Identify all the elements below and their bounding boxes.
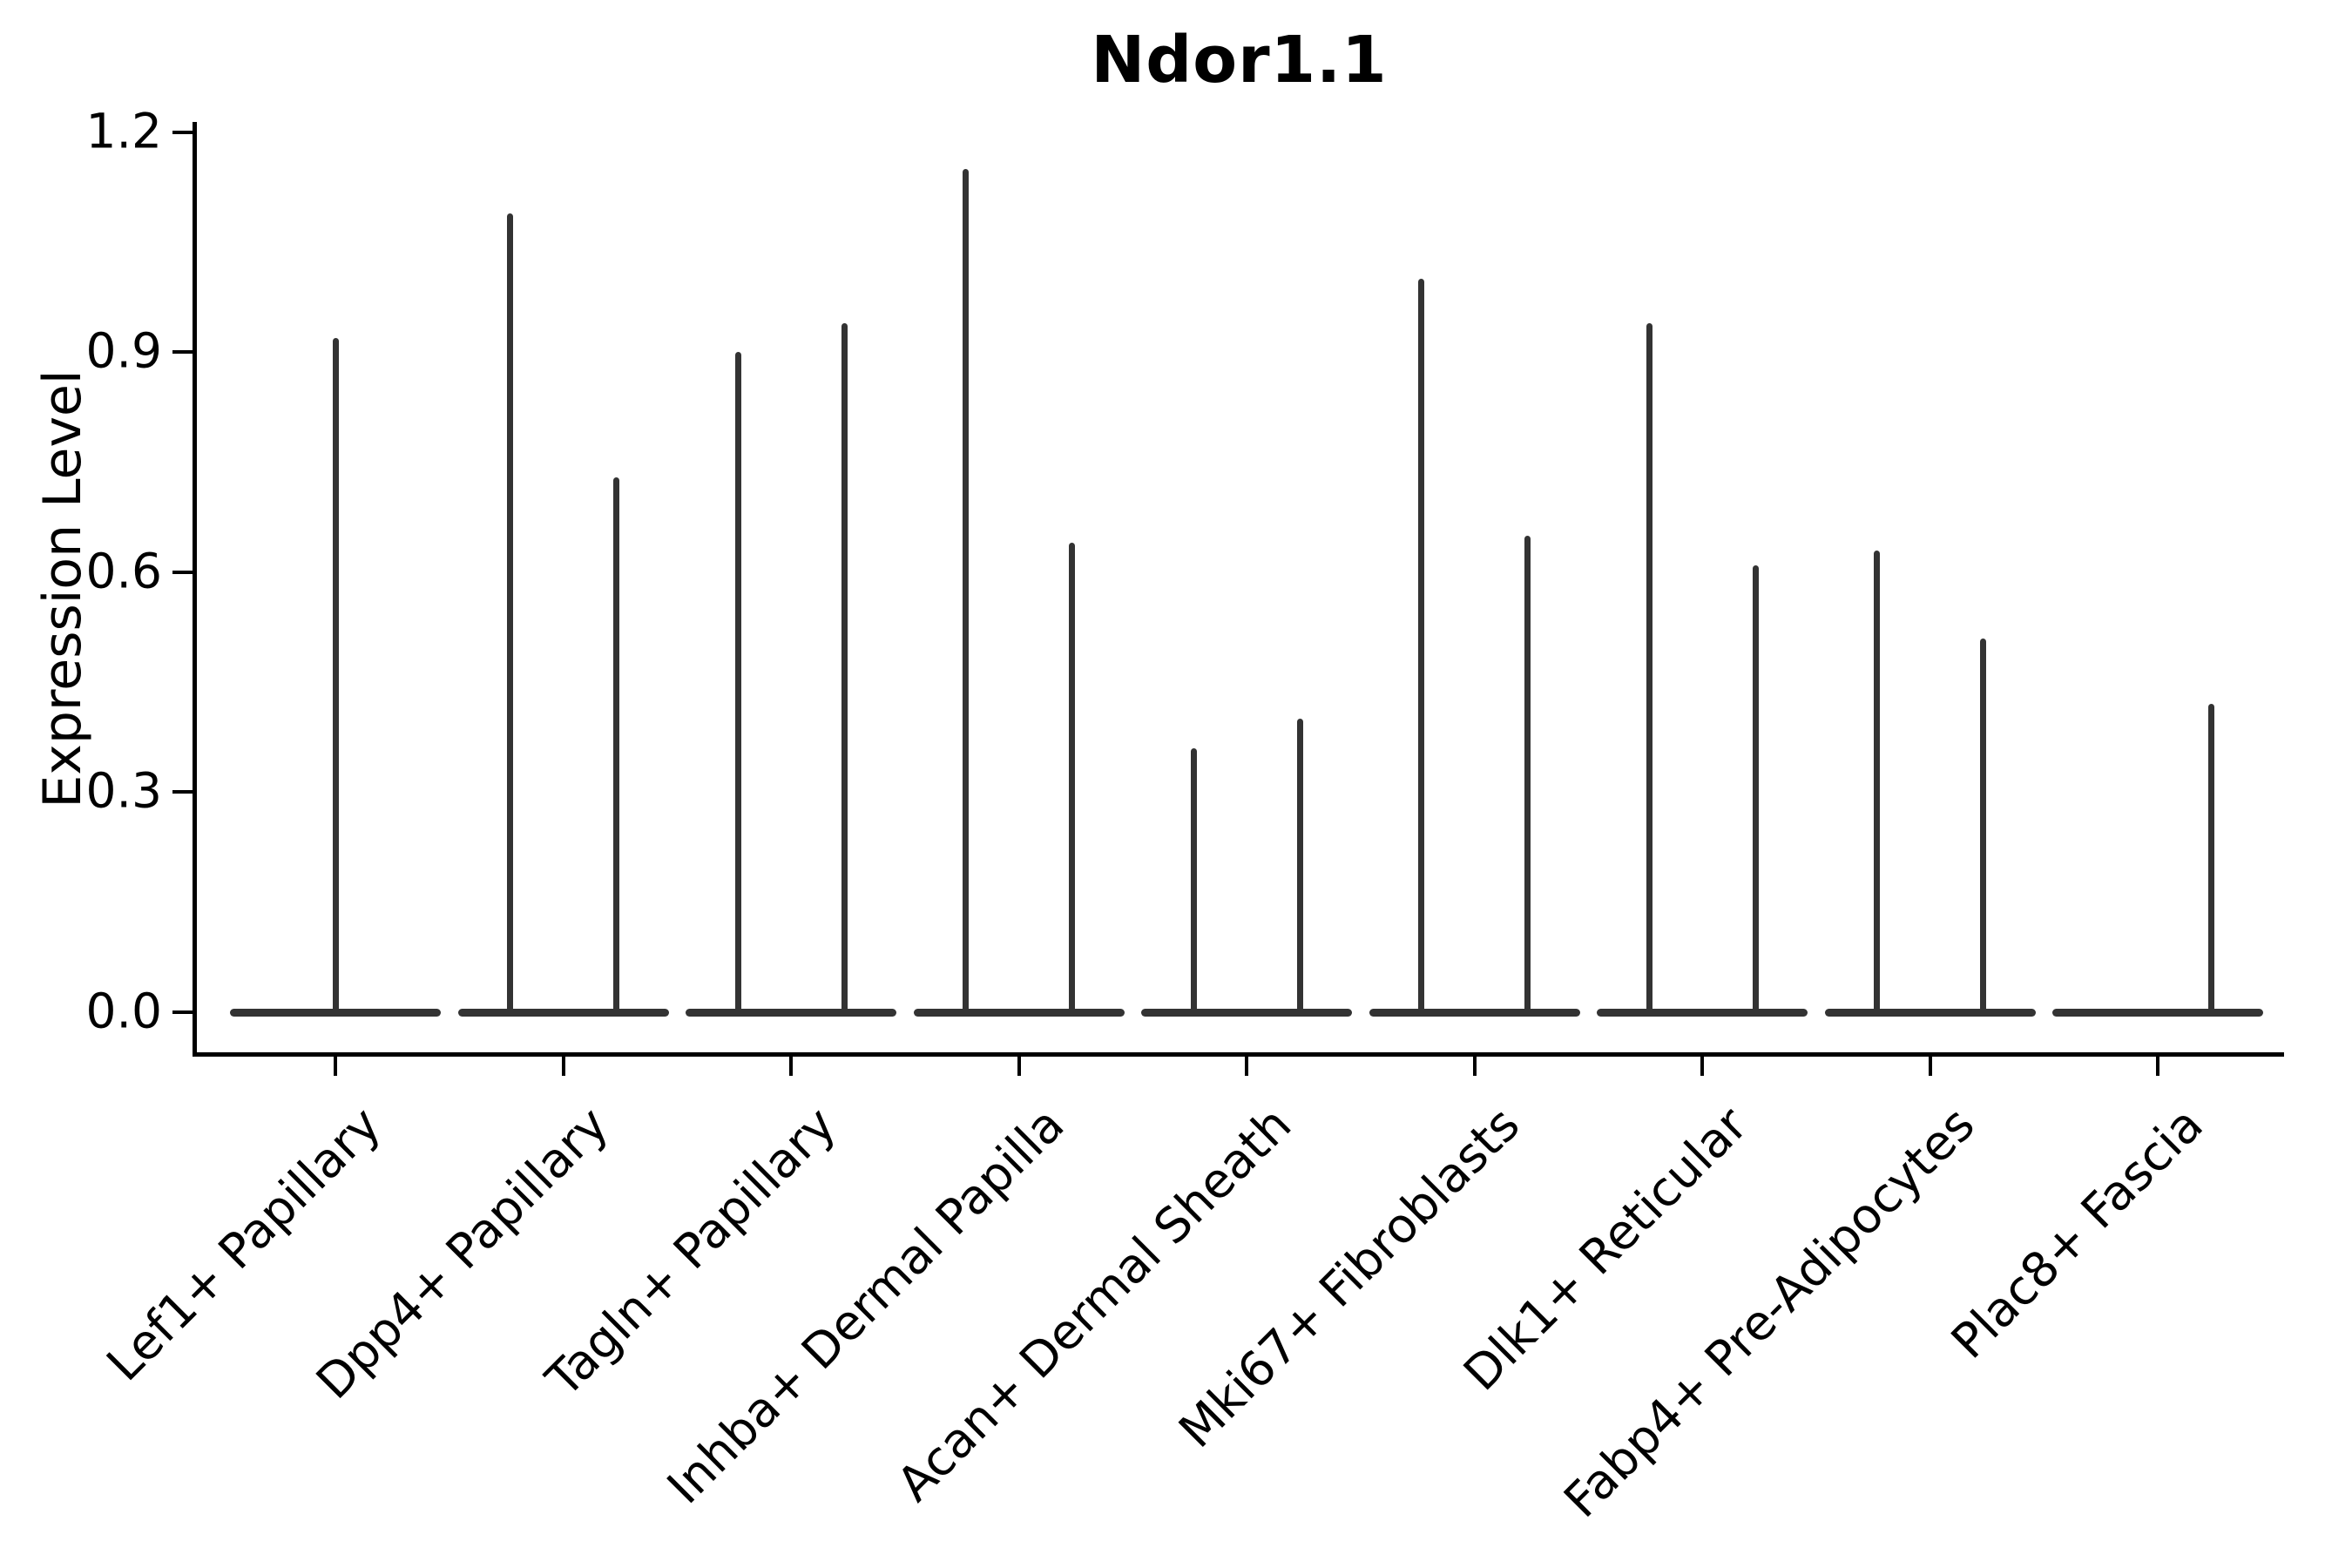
violin-spike: [1190, 747, 1197, 1012]
x-tick-mark: [789, 1057, 793, 1076]
violin-base: [1597, 1008, 1808, 1017]
x-tick-mark: [334, 1057, 337, 1076]
violin-spike: [1752, 564, 1759, 1012]
x-tick-label: Fabp4+ Pre-Adipocytes: [1553, 1096, 1986, 1529]
violin-spike: [963, 169, 969, 1012]
x-tick-mark: [561, 1057, 565, 1076]
violin-spike: [1980, 638, 1986, 1012]
violin-spike: [1524, 535, 1531, 1012]
y-tick-mark: [172, 1010, 193, 1014]
violin-spike: [1418, 279, 1424, 1012]
x-tick-mark: [1700, 1057, 1704, 1076]
violin-base: [686, 1008, 896, 1017]
violin-base: [457, 1008, 669, 1017]
y-tick-mark: [172, 790, 193, 794]
violin-base: [2052, 1008, 2263, 1017]
x-tick-mark: [1017, 1057, 1021, 1076]
y-tick-mark: [172, 570, 193, 574]
x-tick-mark: [2156, 1057, 2159, 1076]
violin-base: [913, 1008, 1125, 1017]
x-tick-mark: [1245, 1057, 1248, 1076]
chart-title: Ndor1.1: [1091, 23, 1388, 98]
violin-spike: [332, 337, 339, 1012]
violin-spike: [1069, 543, 1075, 1012]
violin-base: [1824, 1008, 2036, 1017]
violin-spike: [2207, 704, 2214, 1012]
y-tick-label: 0.6: [85, 543, 162, 599]
x-tick-label: Acan+ Dermal Sheath: [886, 1096, 1302, 1512]
x-tick-mark: [1472, 1057, 1477, 1076]
violin-spike: [1296, 719, 1303, 1012]
y-tick-label: 0.3: [85, 762, 162, 819]
y-axis-spine: [193, 122, 197, 1057]
violin-spike: [507, 213, 513, 1012]
x-tick-label: Plac8+ Fascia: [1940, 1096, 2213, 1369]
violin-base: [230, 1008, 441, 1017]
y-tick-label: 1.2: [85, 103, 162, 159]
x-axis-spine: [193, 1052, 2284, 1057]
violin-base: [1369, 1008, 1580, 1017]
violin-spike: [613, 476, 619, 1012]
y-tick-mark: [172, 130, 193, 134]
violin-spike: [1646, 322, 1652, 1012]
y-tick-label: 0.9: [85, 322, 162, 379]
violin-spike: [734, 352, 741, 1012]
y-tick-label: 0.0: [85, 983, 162, 1039]
violin-base: [1141, 1008, 1352, 1017]
x-tick-label: Inhba+ Dermal Papilla: [656, 1096, 1075, 1515]
x-tick-mark: [1928, 1057, 1932, 1076]
y-tick-mark: [172, 350, 193, 355]
violin-spike: [841, 322, 848, 1012]
violin-spike: [1874, 550, 1880, 1012]
